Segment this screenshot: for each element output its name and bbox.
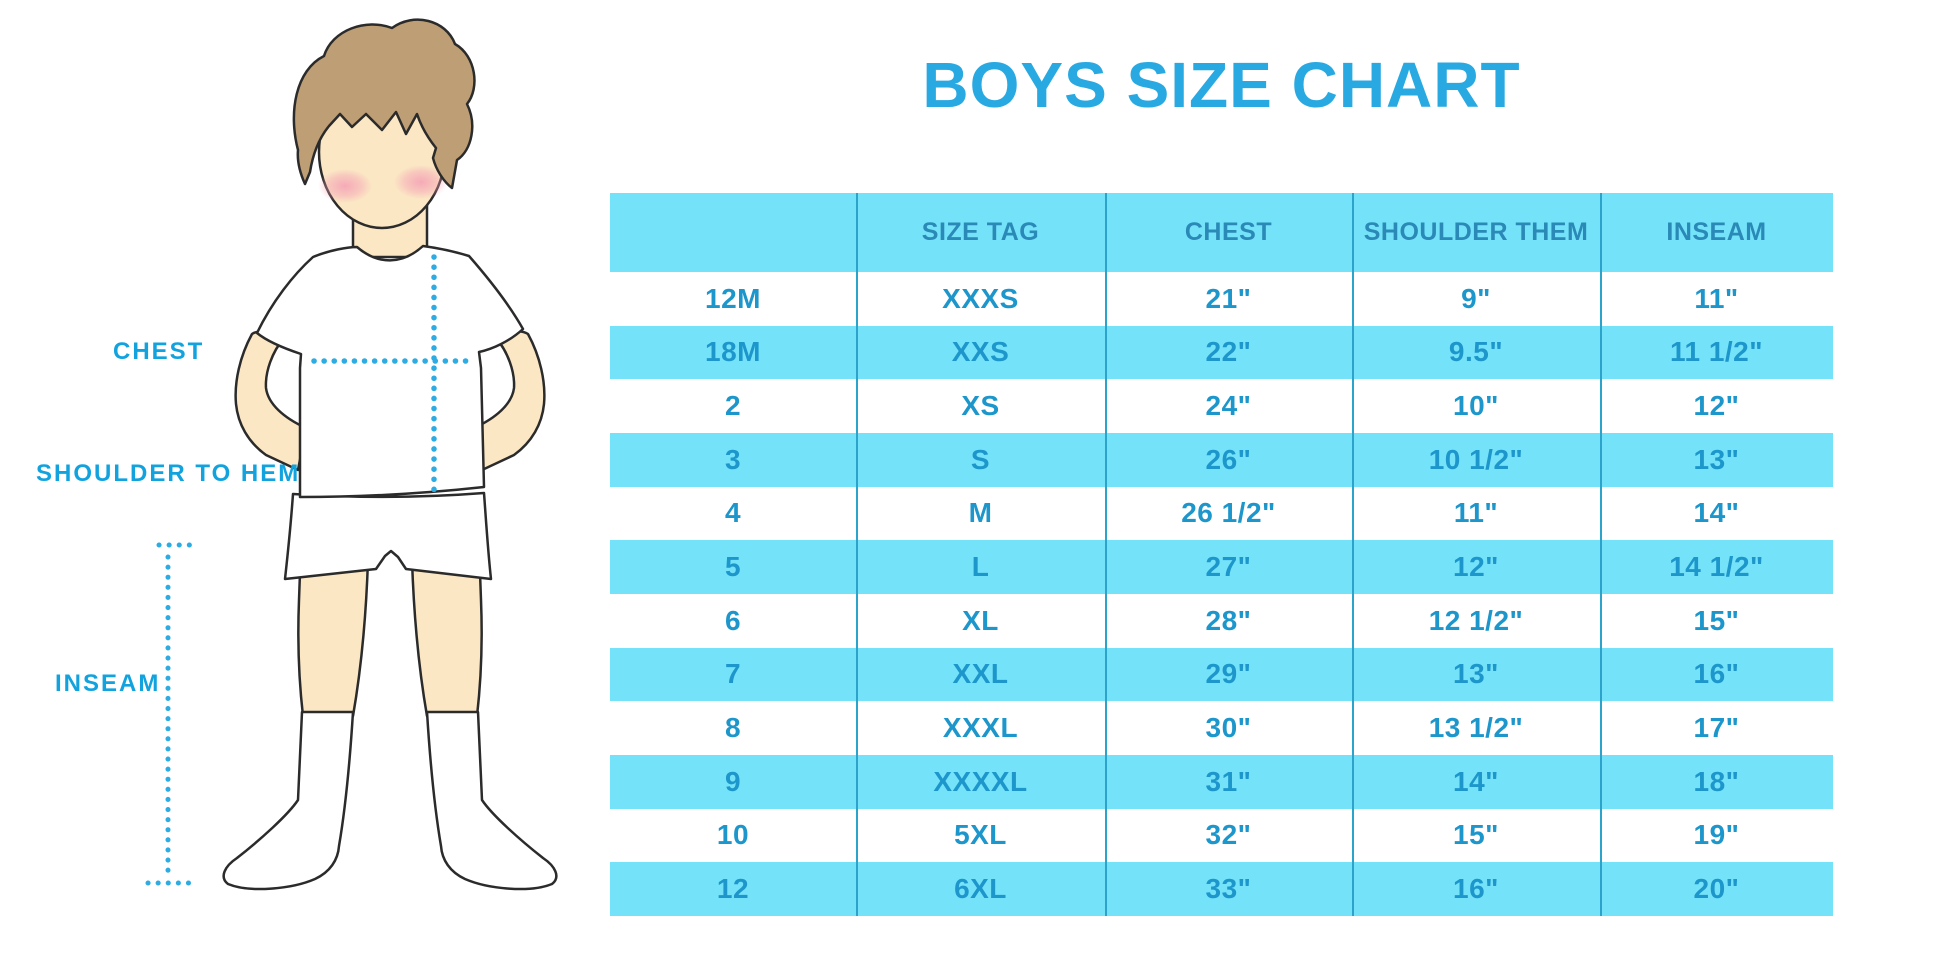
header-cell: SIZE TAG	[921, 218, 1040, 246]
cell: 33"	[1205, 873, 1252, 905]
cell: 32"	[1205, 819, 1252, 851]
cell: 24"	[1205, 390, 1252, 422]
cell: 16"	[1453, 873, 1499, 905]
cell: 20"	[1693, 873, 1740, 905]
cell: 27"	[1205, 551, 1252, 583]
table-row: 9 XXXXL 31" 14" 18"	[610, 754, 1833, 809]
cell: 5XL	[954, 819, 1007, 851]
cell: 6	[724, 604, 742, 636]
cell: 18M	[705, 336, 761, 368]
left-arm	[234, 330, 308, 472]
table-row: 12M XXXS 21" 9" 11"	[610, 272, 1833, 326]
cell: M	[968, 497, 993, 529]
cell: S	[970, 443, 991, 475]
cell: XXS	[951, 336, 1010, 368]
header-cell: CHEST	[1184, 218, 1273, 246]
shorts	[283, 491, 493, 581]
table-row: 18M XXS 22" 9.5" 11 1/2"	[610, 325, 1833, 380]
cell: 12	[716, 873, 750, 905]
cell: XXXXL	[933, 765, 1028, 797]
cell: 11"	[1453, 497, 1499, 529]
table-row: 5 L 27" 12" 14 1/2"	[610, 540, 1833, 594]
cell: 16"	[1693, 658, 1740, 690]
inseam-label: INSEAM	[55, 670, 161, 697]
cell: 3	[724, 443, 742, 475]
cell: 15"	[1453, 819, 1499, 851]
right-sock	[425, 710, 558, 891]
cell: 14 1/2"	[1669, 551, 1764, 583]
cell: 29"	[1205, 658, 1252, 690]
cell: 13 1/2"	[1428, 712, 1524, 744]
cell: 6XL	[954, 873, 1007, 905]
cell: 9.5"	[1448, 336, 1504, 368]
cell: XXXS	[942, 282, 1019, 314]
cell: 8	[724, 712, 742, 744]
table-row: 8 XXXL 30" 13 1/2" 17"	[610, 701, 1833, 755]
cell: 9"	[1461, 282, 1491, 314]
table-row: 6 XL 28" 12 1/2" 15"	[610, 593, 1833, 648]
cell: 12M	[705, 282, 761, 314]
table-row: 12 6XL 33" 16" 20"	[610, 862, 1833, 916]
cell: 10"	[1453, 390, 1499, 422]
cell: XXXL	[942, 712, 1019, 744]
cell: 11"	[1694, 282, 1739, 314]
table-row: 7 XXL 29" 13" 16"	[610, 647, 1833, 702]
cell: 7	[724, 658, 742, 690]
hair	[292, 18, 476, 190]
cell: 15"	[1693, 604, 1740, 636]
page-title: BOYS SIZE CHART	[922, 49, 1521, 121]
cell: 31"	[1205, 765, 1252, 797]
header-cell	[610, 193, 856, 272]
cell: 21"	[1205, 282, 1252, 314]
column-divider	[1600, 193, 1602, 916]
cell: 11 1/2"	[1669, 336, 1764, 368]
cell: 12"	[1693, 390, 1740, 422]
cell: 13"	[1453, 658, 1499, 690]
cell: 10	[716, 819, 750, 851]
cell: 28"	[1205, 604, 1252, 636]
table-row: 2 XS 24" 10" 12"	[610, 379, 1833, 433]
cell: 13"	[1693, 443, 1740, 475]
left-sock	[222, 710, 355, 891]
right-arm	[472, 330, 546, 472]
cell: 10 1/2"	[1428, 443, 1524, 475]
cell: 30"	[1205, 712, 1252, 744]
boy-illustration	[145, 18, 558, 891]
cell: 26"	[1205, 443, 1252, 475]
table-header-row: SIZE TAG CHEST SHOULDER THEM INSEAM	[610, 193, 1833, 272]
chest-label: CHEST	[113, 338, 205, 365]
cell: 4	[724, 497, 742, 529]
cell: 9	[724, 765, 742, 797]
table-row: 4 M 26 1/2" 11" 14"	[610, 486, 1833, 541]
cell: XXL	[952, 658, 1009, 690]
column-divider	[1105, 193, 1107, 916]
shoulder-to-hem-label: SHOULDER TO HEM	[36, 460, 301, 487]
cell: 14"	[1693, 497, 1740, 529]
right-blush	[394, 165, 448, 199]
column-divider	[1352, 193, 1354, 916]
cell: XS	[961, 390, 1000, 422]
shirt	[255, 244, 525, 499]
table-row: 3 S 26" 10 1/2" 13"	[610, 432, 1833, 487]
column-divider	[856, 193, 858, 916]
header-cell: SHOULDER THEM	[1363, 218, 1589, 246]
cell: 14"	[1453, 765, 1499, 797]
cell: 12 1/2"	[1428, 604, 1524, 636]
header-cell: INSEAM	[1666, 218, 1767, 246]
left-blush	[318, 169, 372, 203]
cell: XL	[962, 604, 999, 636]
cell: 17"	[1693, 712, 1740, 744]
cell: 12"	[1453, 551, 1499, 583]
table-row: 10 5XL 32" 15" 19"	[610, 808, 1833, 863]
cell: 26 1/2"	[1181, 497, 1276, 529]
cell: 2	[724, 390, 742, 422]
cell: L	[971, 551, 990, 583]
cell: 18"	[1693, 765, 1740, 797]
size-chart-table: SIZE TAG CHEST SHOULDER THEM INSEAM 12M XXXS 2…	[610, 193, 1833, 916]
cell: 22"	[1205, 336, 1252, 368]
cell: 5	[724, 551, 742, 583]
cell: 19"	[1693, 819, 1740, 851]
